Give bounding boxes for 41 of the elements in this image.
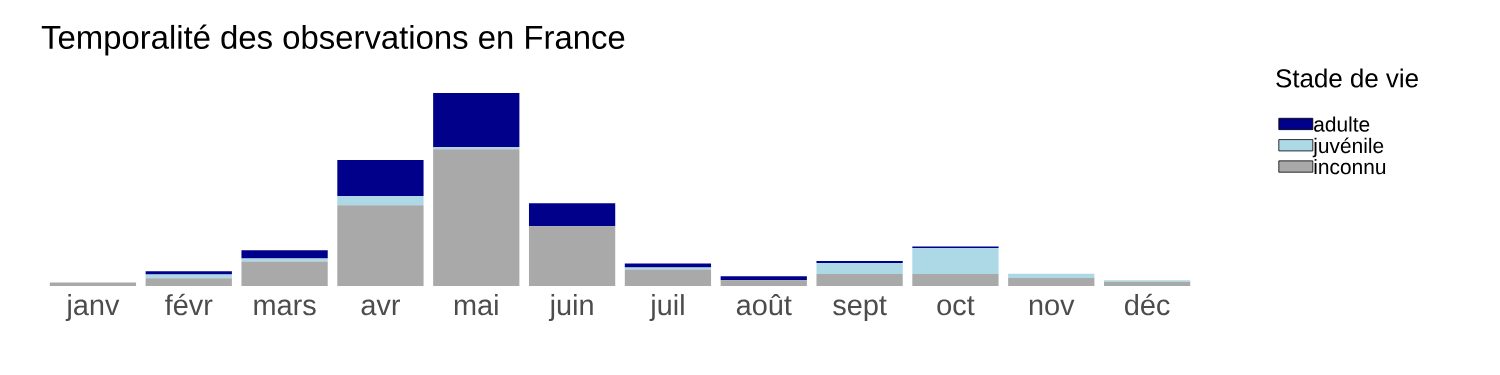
bar	[912, 247, 999, 275]
bar	[528, 226, 616, 286]
bar	[624, 269, 712, 286]
bar	[816, 263, 903, 275]
bar	[1103, 281, 1191, 286]
x-tick-label: oct	[937, 296, 975, 316]
bar	[145, 271, 232, 275]
bar	[241, 250, 328, 259]
bar	[433, 149, 520, 286]
legend-title: Stade de vie	[1276, 68, 1418, 88]
bar	[241, 261, 328, 286]
bar	[337, 159, 424, 197]
x-tick-label: mars	[254, 299, 316, 316]
x-tick-label: févr	[165, 293, 213, 316]
bar	[145, 278, 232, 286]
bar	[720, 276, 807, 281]
chart-title: Temporalité des observations en France	[41, 24, 625, 56]
x-tick-label: avr	[361, 299, 401, 316]
x-tick-label: déc	[1125, 293, 1170, 316]
legend-label: adulte	[1314, 116, 1370, 132]
x-tick-label: août	[736, 294, 792, 316]
x-tick-label: mai	[454, 294, 498, 316]
legend-label: juvénile	[1312, 137, 1384, 158]
bar	[816, 274, 903, 286]
x-tick-label: juin	[548, 294, 593, 322]
bar	[241, 258, 328, 262]
x-tick-label: janv	[65, 294, 120, 322]
bar	[145, 274, 232, 279]
bar	[624, 263, 712, 268]
x-tick-label: juil	[649, 294, 684, 322]
bar	[720, 280, 807, 286]
x-tick-label: nov	[1029, 299, 1075, 316]
legend-label: inconnu	[1314, 158, 1386, 175]
bar	[1008, 273, 1095, 278]
bar	[337, 196, 424, 206]
bar	[528, 203, 616, 227]
bar	[337, 205, 424, 286]
bar	[433, 93, 520, 148]
bar	[912, 274, 999, 286]
x-tick-label: sept	[833, 296, 887, 322]
bar	[1008, 277, 1095, 286]
